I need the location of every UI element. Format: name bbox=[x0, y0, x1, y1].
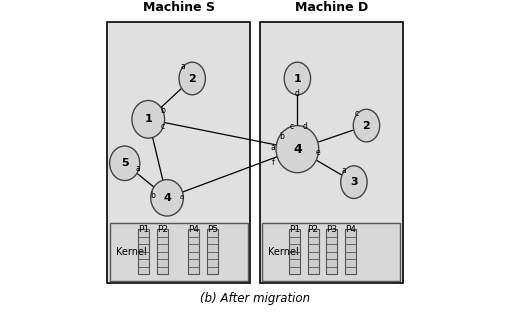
Ellipse shape bbox=[340, 166, 366, 198]
FancyBboxPatch shape bbox=[188, 229, 199, 274]
FancyBboxPatch shape bbox=[326, 229, 337, 274]
Text: 3: 3 bbox=[349, 177, 357, 187]
Text: P4: P4 bbox=[345, 225, 356, 235]
Ellipse shape bbox=[151, 180, 183, 216]
Text: b: b bbox=[279, 132, 284, 141]
Text: b: b bbox=[160, 106, 165, 115]
FancyBboxPatch shape bbox=[259, 22, 402, 283]
Text: Kernel: Kernel bbox=[268, 247, 298, 257]
Text: a: a bbox=[270, 143, 274, 153]
FancyBboxPatch shape bbox=[207, 229, 218, 274]
Text: 2: 2 bbox=[188, 73, 195, 84]
Text: P5: P5 bbox=[207, 225, 218, 235]
Text: P3: P3 bbox=[326, 225, 337, 235]
Text: P4: P4 bbox=[188, 225, 199, 235]
Ellipse shape bbox=[284, 62, 310, 95]
Text: P2: P2 bbox=[307, 225, 318, 235]
Text: 4: 4 bbox=[163, 193, 171, 203]
Text: (b) After migration: (b) After migration bbox=[200, 292, 309, 305]
FancyBboxPatch shape bbox=[307, 229, 318, 274]
Text: 1: 1 bbox=[144, 114, 152, 124]
Text: Machine S: Machine S bbox=[143, 1, 214, 14]
Text: a: a bbox=[341, 166, 345, 175]
Text: c: c bbox=[160, 122, 164, 131]
Text: 4: 4 bbox=[293, 143, 301, 156]
Text: P2: P2 bbox=[157, 225, 167, 235]
Ellipse shape bbox=[353, 109, 379, 142]
Text: b: b bbox=[150, 192, 155, 201]
FancyBboxPatch shape bbox=[157, 229, 167, 274]
FancyBboxPatch shape bbox=[110, 223, 247, 281]
Text: c: c bbox=[354, 109, 358, 118]
Text: e: e bbox=[315, 148, 320, 157]
Ellipse shape bbox=[179, 62, 205, 95]
Text: d: d bbox=[302, 122, 307, 132]
Text: 5: 5 bbox=[121, 158, 128, 168]
FancyBboxPatch shape bbox=[345, 229, 356, 274]
Text: P1: P1 bbox=[288, 225, 299, 235]
Ellipse shape bbox=[275, 126, 318, 173]
Text: a: a bbox=[179, 194, 183, 200]
Text: c: c bbox=[290, 122, 294, 132]
FancyBboxPatch shape bbox=[288, 229, 299, 274]
Text: 1: 1 bbox=[293, 73, 301, 84]
Text: f: f bbox=[272, 158, 274, 167]
Ellipse shape bbox=[109, 146, 139, 181]
Text: Machine D: Machine D bbox=[294, 1, 367, 14]
FancyBboxPatch shape bbox=[138, 229, 149, 274]
Text: a: a bbox=[180, 62, 185, 71]
Text: P1: P1 bbox=[138, 225, 149, 235]
Text: Kernel: Kernel bbox=[116, 247, 147, 257]
FancyBboxPatch shape bbox=[262, 223, 399, 281]
Ellipse shape bbox=[132, 100, 164, 138]
Text: 2: 2 bbox=[362, 121, 370, 131]
Text: d: d bbox=[294, 89, 299, 98]
Text: a: a bbox=[136, 164, 140, 173]
FancyBboxPatch shape bbox=[107, 22, 250, 283]
